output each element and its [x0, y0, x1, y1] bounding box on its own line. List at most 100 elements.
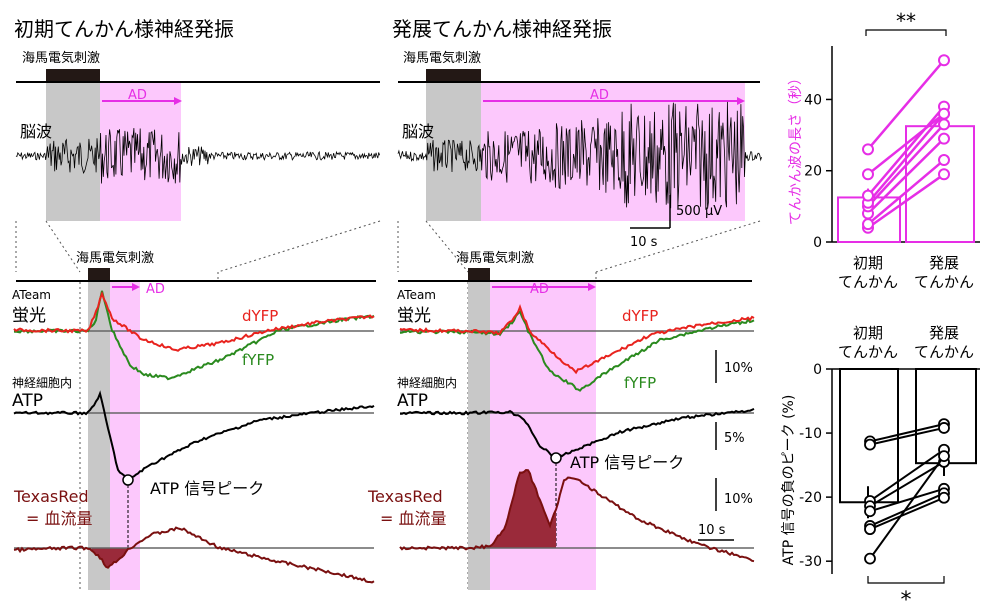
- early-zoom-stim-shade: [88, 282, 110, 590]
- early-eeg-label: 脳波: [20, 122, 52, 141]
- early-texasred-label: TexasRed: [13, 487, 89, 506]
- early-zoom-stim-label: 海馬電気刺激: [76, 250, 154, 266]
- late-neuron-label: 神経細胞内: [397, 376, 457, 390]
- atp-pct-label: 5%: [724, 431, 745, 446]
- chart1-significance: **: [896, 9, 916, 33]
- early-panel: 初期てんかん様神経発振 海馬電気刺激 AD 脳波 海馬電気刺激 AD ATeam…: [12, 17, 381, 590]
- zoom-time-label: 10 s: [698, 523, 726, 538]
- chart1-pair-line: [867, 59, 945, 151]
- tr-pct-label: 10%: [724, 492, 753, 507]
- chart2-point: [938, 491, 950, 504]
- chart1-point: [938, 107, 950, 120]
- chart1-pair-line: [867, 105, 945, 197]
- chart2-pair-line: [869, 423, 945, 443]
- early-zoom-line-left: [45, 220, 81, 273]
- early-ad-arrowhead: [174, 97, 182, 105]
- chart2-pair-line: [869, 496, 945, 531]
- chart1-point: [938, 168, 950, 181]
- chart1-ylabel: てんかん波の長さ（秒）: [788, 71, 804, 225]
- early-fyfp-trace: [13, 290, 375, 381]
- early-zoom-ad-arrowhead: [132, 283, 140, 291]
- atp-peak-chart: 初期 てんかん 発展 てんかん ATP 信号の負のピーク (%) 0 -10 -20…: [781, 324, 980, 611]
- chart1-point: [938, 54, 950, 67]
- chart2-significance: *: [901, 588, 912, 611]
- late-atp-trace: [400, 407, 755, 459]
- late-atp-peak-marker: [550, 452, 562, 464]
- early-dyfp-label: dYFP: [242, 307, 278, 325]
- late-fluor-label: 蛍光: [397, 306, 431, 326]
- chart2-pair-line: [869, 426, 945, 446]
- early-fyfp-label: fYFP: [242, 351, 274, 369]
- chart2-bars: [839, 368, 977, 519]
- chart1-pair-line: [867, 112, 945, 176]
- early-texasred-trace: [13, 526, 375, 584]
- early-stim-shade: [46, 83, 100, 221]
- late-stim-shade: [426, 83, 481, 221]
- chart2-yticks: 0 -10 -20 -30: [799, 362, 832, 570]
- eeg-voltage-label: 500 μV: [676, 204, 722, 219]
- chart2-pair-line: [869, 487, 945, 513]
- chart1-pair-line: [867, 137, 945, 215]
- chart2-pair-line: [869, 448, 945, 502]
- late-title: 発展てんかん様神経発振: [392, 17, 612, 41]
- early-dyfp-trace: [13, 290, 375, 352]
- chart2-point: [864, 552, 876, 565]
- late-fyfp-label: fYFP: [624, 374, 656, 392]
- chart2-pair-line: [869, 461, 945, 507]
- late-zoom-line-left: [425, 220, 469, 273]
- chart2-ylabel: ATP 信号の負のピーク (%): [781, 395, 797, 566]
- chart1-point: [862, 168, 874, 181]
- late-zoom-ad-label: AD: [530, 282, 549, 297]
- chart2-point: [864, 438, 876, 451]
- chart1-cat1-line1: 初期: [853, 254, 883, 272]
- chart1-ytick-label: 20: [804, 164, 822, 180]
- chart2-cat1-line1: 初期: [853, 324, 883, 342]
- late-ad-label: AD: [590, 88, 609, 103]
- late-zoom-ad-arrowhead: [588, 283, 596, 291]
- early-zoom-line-right: [217, 220, 381, 273]
- chart2-cat2-line2: てんかん: [914, 343, 974, 361]
- chart2-ytick-label: -10: [799, 426, 822, 442]
- chart1-ytick-label: 0: [813, 235, 822, 251]
- early-atp-label: ATP: [12, 391, 43, 411]
- late-ad-arrowhead: [737, 97, 745, 105]
- chart2-cat1-line2: てんかん: [838, 343, 898, 361]
- chart2-point: [938, 450, 950, 463]
- chart1-point: [938, 118, 950, 131]
- chart1-points: [862, 54, 950, 234]
- early-neuron-label: 神経細胞内: [12, 376, 72, 390]
- early-zoom-ad-label: AD: [146, 282, 165, 297]
- late-fyfp-trace: [399, 309, 755, 392]
- eeg-time-label: 10 s: [630, 235, 658, 250]
- late-stim-label: 海馬電気刺激: [403, 50, 481, 66]
- late-dyfp-trace: [399, 303, 755, 375]
- chart2-point: [864, 505, 876, 518]
- early-atp-peak-marker: [122, 474, 134, 486]
- chart2-ytick-label: -20: [799, 490, 822, 506]
- chart2-sig-bracket: [867, 576, 945, 584]
- chart1-cat1-line2: てんかん: [838, 273, 898, 291]
- late-zoom-stim-bar: [468, 268, 490, 280]
- late-ateam-label: ATeam: [397, 288, 436, 302]
- chart2-ytick-label: 0: [813, 362, 822, 378]
- late-zoom-line-right: [595, 220, 761, 273]
- late-dyfp-label: dYFP: [622, 307, 658, 325]
- chart2-pair-line: [869, 492, 945, 527]
- late-atp-label: ATP: [397, 391, 428, 411]
- chart2-pair-line: [869, 455, 945, 560]
- early-stim-bar: [46, 69, 100, 82]
- early-zoom-stim-bar: [88, 268, 110, 280]
- late-atp-peak-label: ATP 信号ピーク: [570, 453, 684, 472]
- chart1-ytick-label: 40: [804, 92, 822, 108]
- early-atp-peak-label: ATP 信号ピーク: [150, 479, 264, 498]
- late-zoom-stim-label: 海馬電気刺激: [456, 250, 534, 266]
- late-texasred-fill: [470, 470, 556, 548]
- chart1-cat2-line2: てんかん: [914, 273, 974, 291]
- late-bloodflow-label: = 血流量: [380, 509, 447, 528]
- late-eeg-label: 脳波: [402, 122, 434, 141]
- late-panel: 発展てんかん様神経発振 海馬電気刺激 AD 脳波 500 μV 10 s 海馬電…: [367, 17, 762, 590]
- chart1-point: [862, 143, 874, 156]
- chart2-point: [864, 523, 876, 536]
- early-atp-trace: [13, 390, 375, 481]
